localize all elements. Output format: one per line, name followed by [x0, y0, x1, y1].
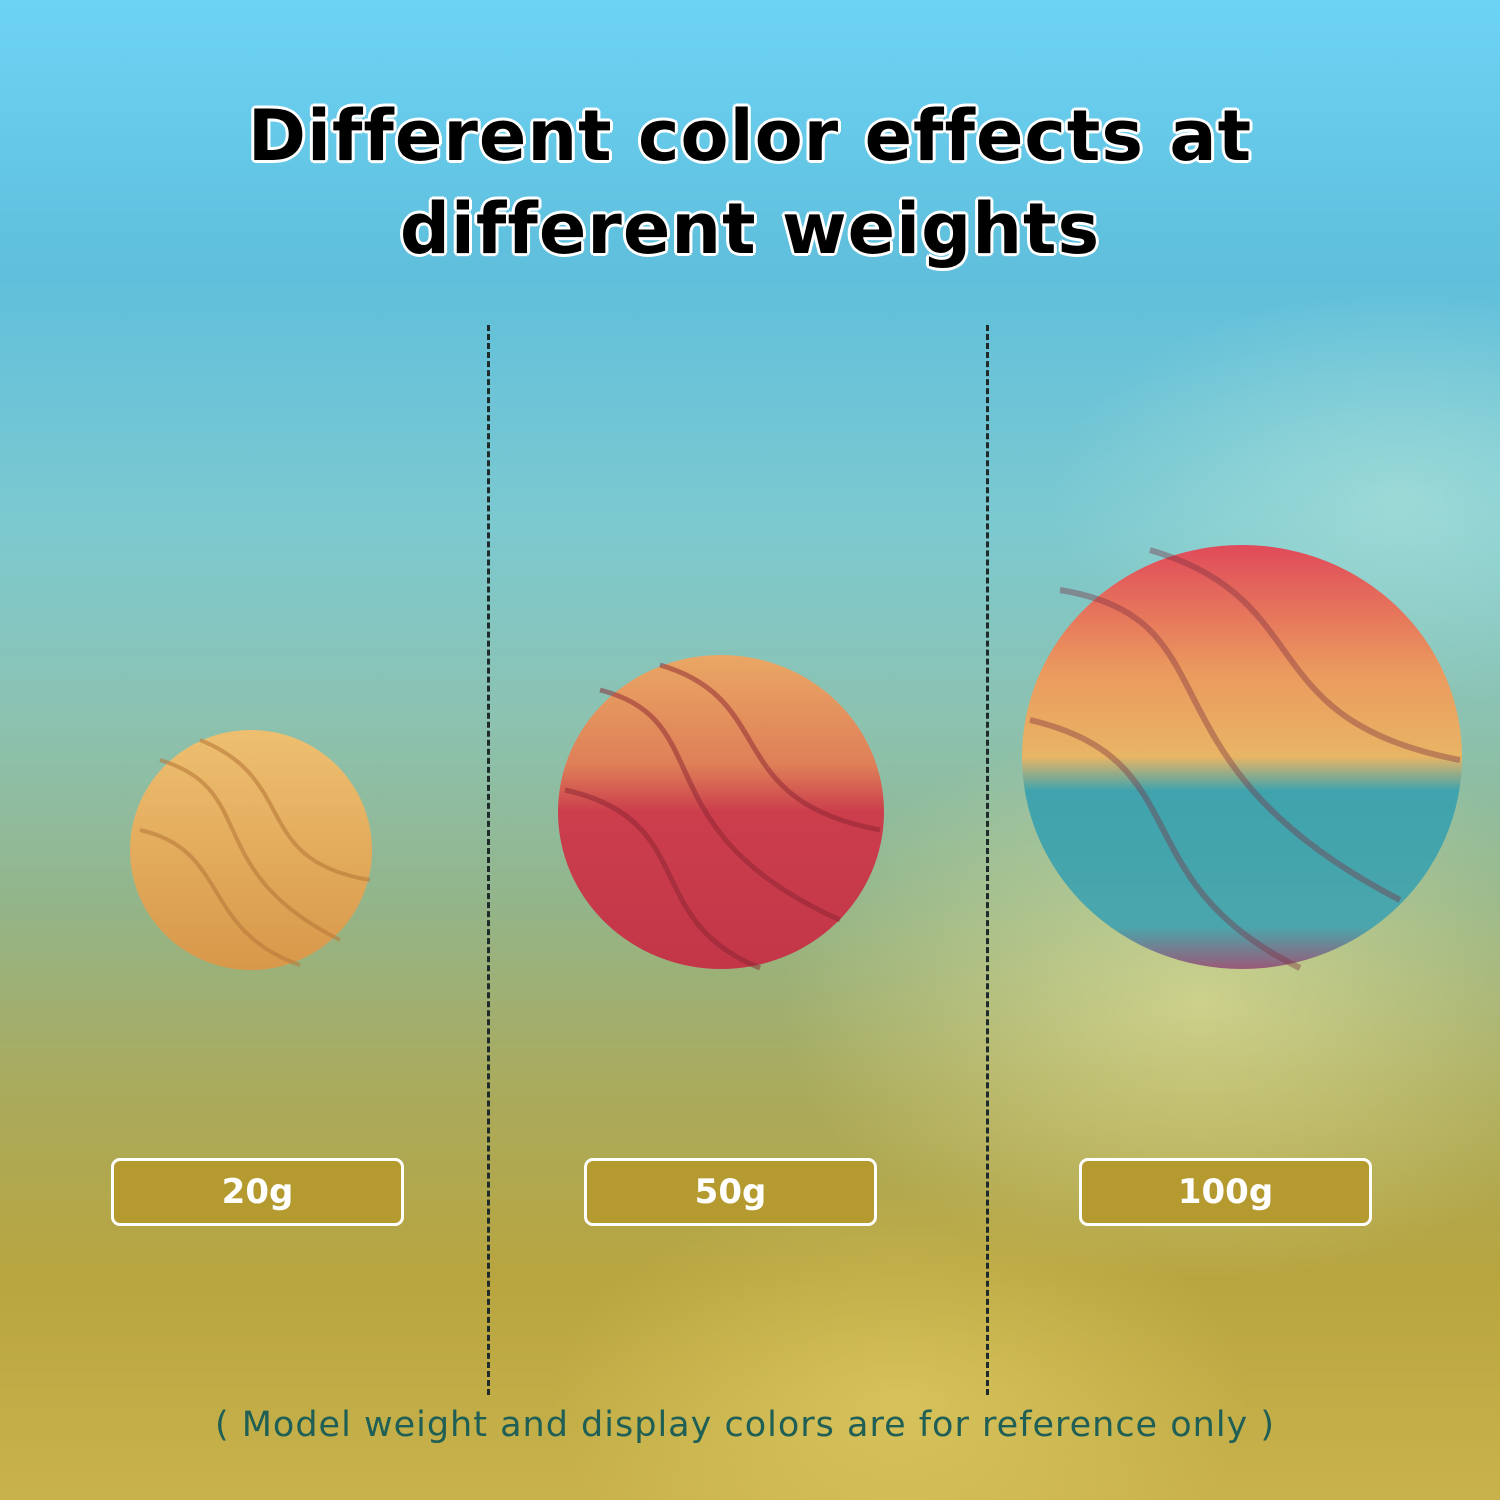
divider-left — [487, 325, 490, 1395]
weight-label-20g: 20g — [111, 1158, 404, 1226]
divider-right — [986, 325, 989, 1395]
vase-50g — [558, 655, 884, 971]
vase-100g — [1022, 545, 1462, 971]
weight-label-50g: 50g — [584, 1158, 877, 1226]
weight-label-100g: 100g — [1079, 1158, 1372, 1226]
heading-line-2: different weights — [399, 188, 1101, 270]
vase-20g — [130, 730, 372, 970]
footnote: ( Model weight and display colors are fo… — [214, 1405, 1276, 1445]
heading-line-1: Different color effects at — [247, 95, 1253, 177]
